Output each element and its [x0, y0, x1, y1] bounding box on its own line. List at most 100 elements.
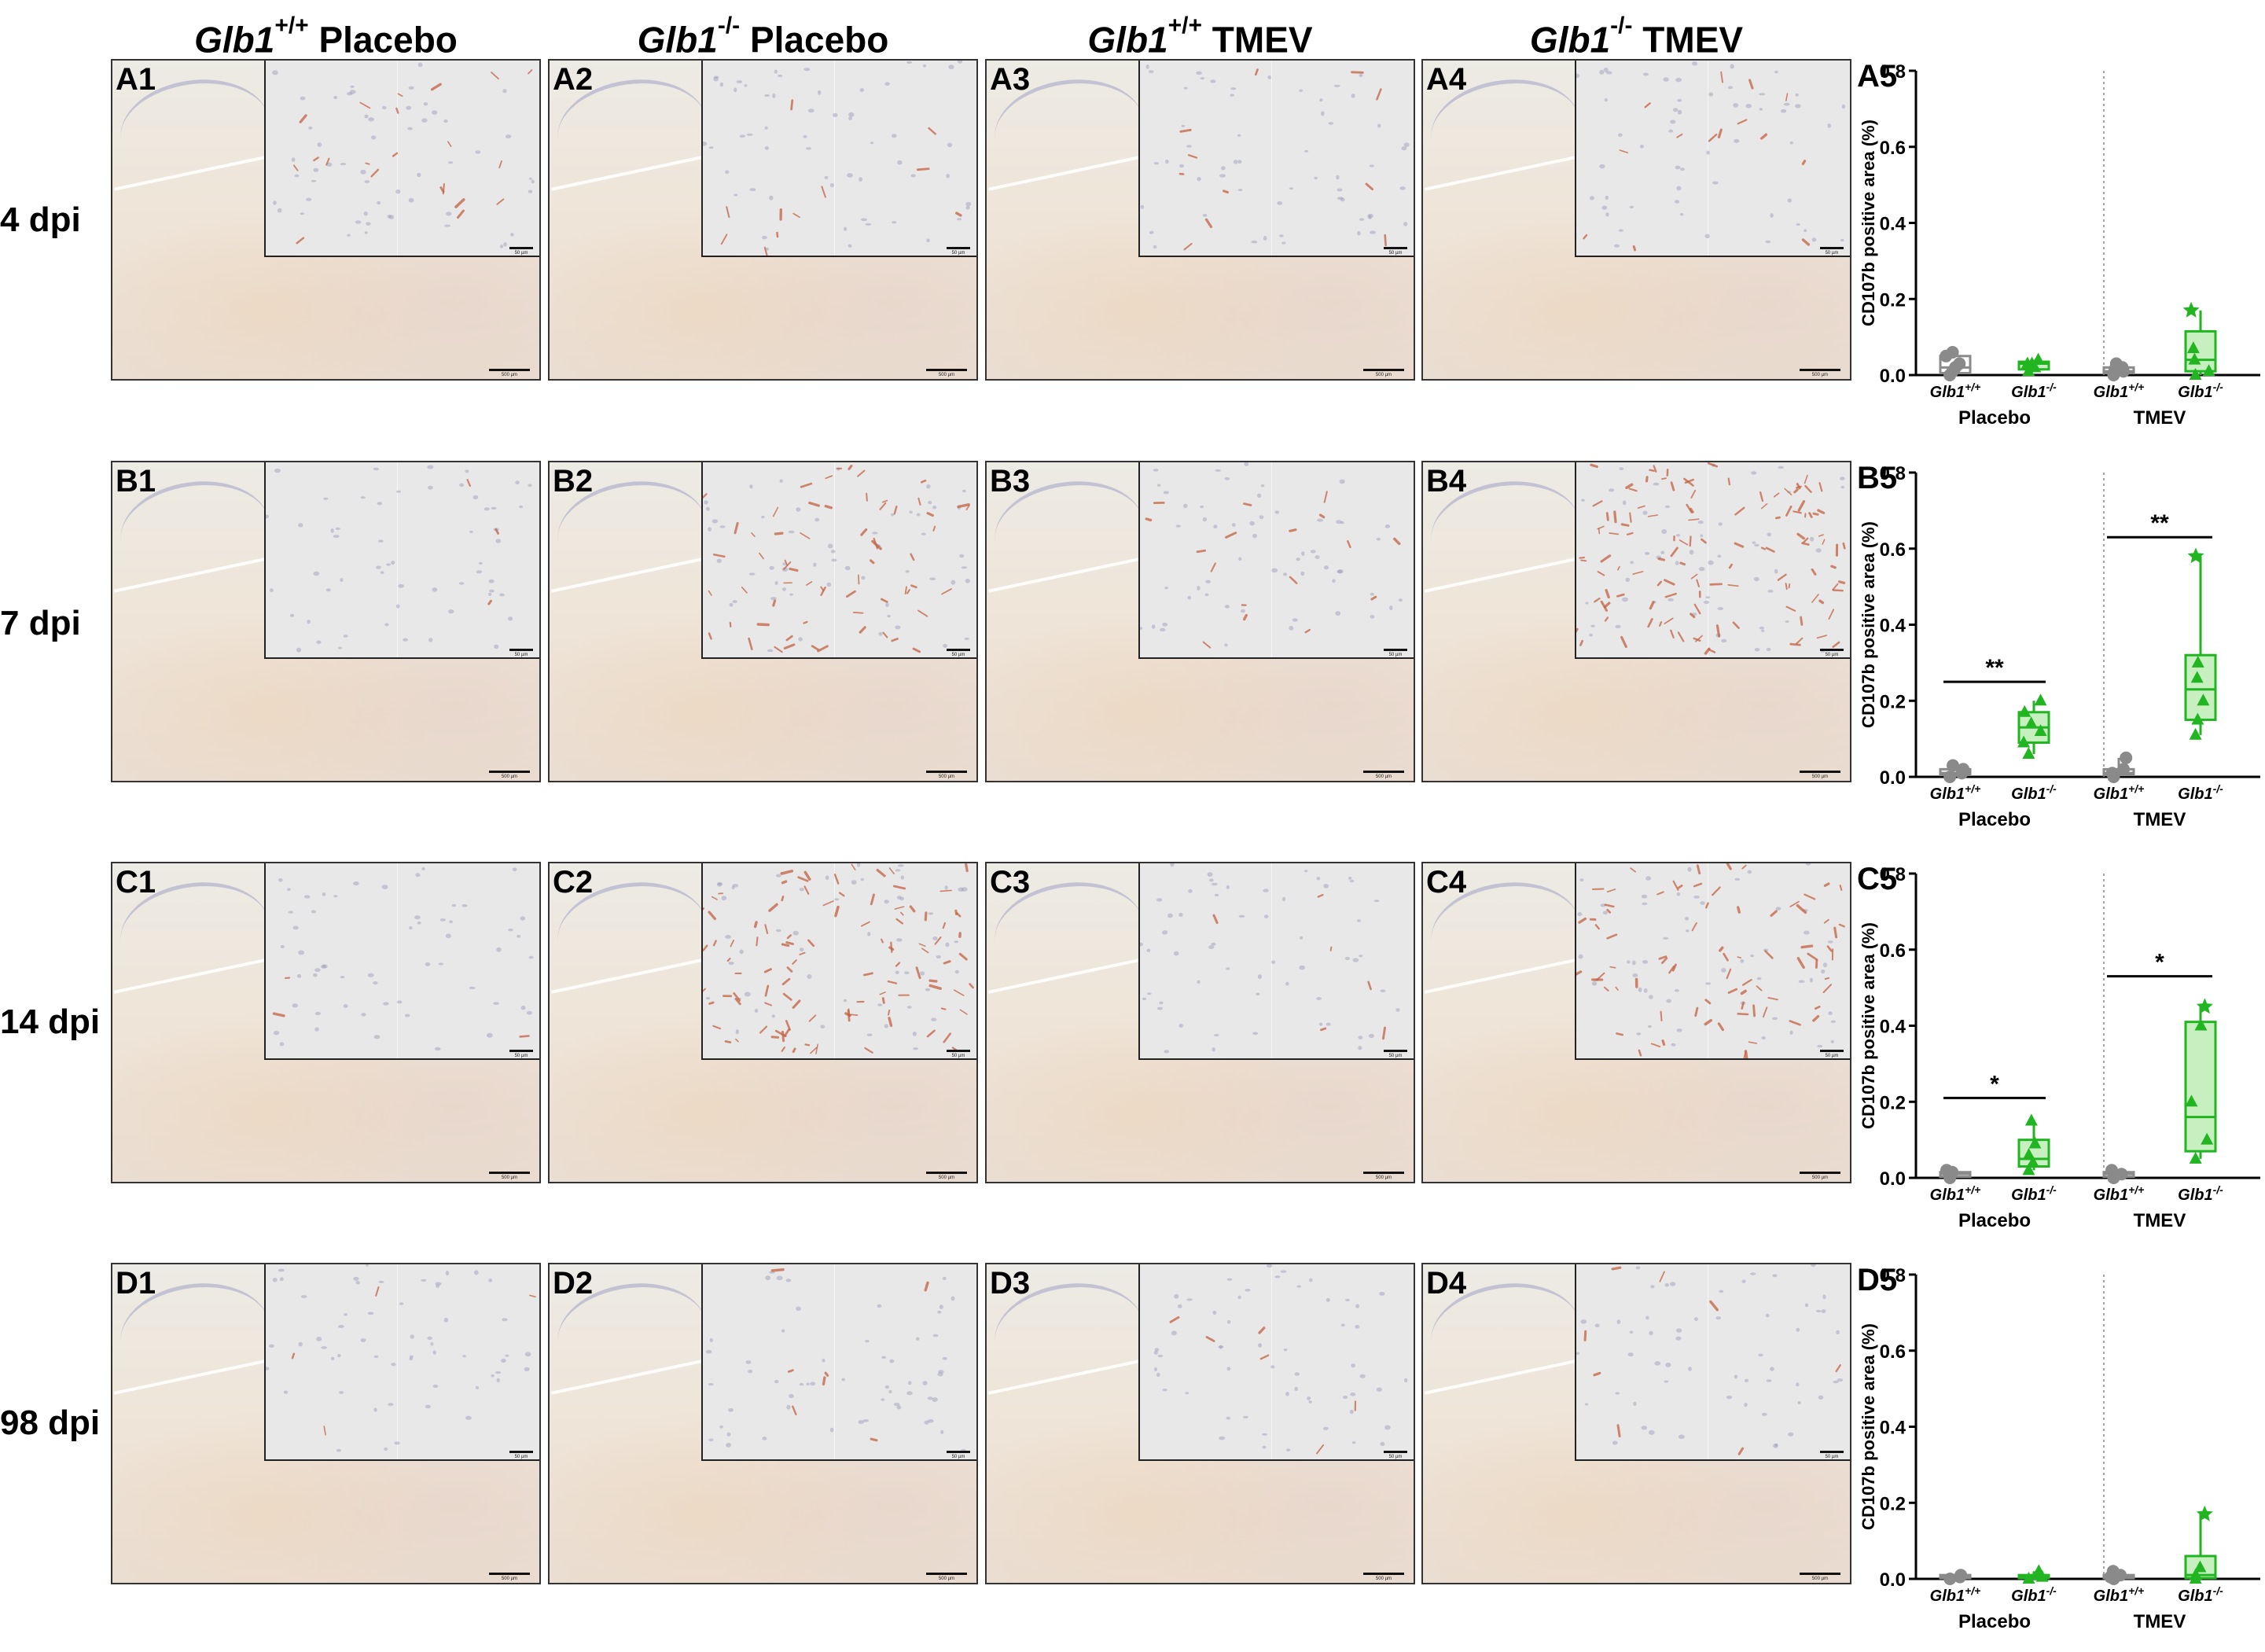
- nucleus: [270, 588, 274, 592]
- nucleus: [1745, 104, 1752, 109]
- nucleus: [1630, 206, 1634, 208]
- nucleus: [297, 974, 301, 978]
- nucleus: [1167, 914, 1173, 918]
- box-wildtype-tmev: [2104, 1164, 2134, 1184]
- inset-scale-label: 50 µm: [509, 1455, 533, 1459]
- nucleus: [1385, 524, 1390, 528]
- x-tick-label: Glb1-/-: [2011, 782, 2057, 803]
- nucleus: [1212, 1047, 1215, 1051]
- nucleus: [1581, 499, 1585, 502]
- overview-scale-label: 500 µm: [1363, 1577, 1404, 1581]
- nucleus: [449, 920, 453, 923]
- nucleus: [1796, 94, 1799, 97]
- nucleus: [374, 1035, 381, 1039]
- nucleus: [333, 96, 337, 99]
- cd107b-positive-cell: [782, 896, 783, 900]
- nucleus: [1640, 145, 1644, 149]
- nucleus: [465, 469, 469, 473]
- nucleus: [1666, 999, 1671, 1003]
- cd107b-positive-cell: [1808, 954, 1817, 959]
- nucleus: [459, 582, 464, 584]
- nucleus: [1203, 517, 1207, 521]
- nucleus: [1237, 160, 1241, 164]
- nucleus: [421, 1279, 426, 1282]
- nucleus: [704, 500, 708, 504]
- cd107b-positive-cell: [847, 591, 855, 597]
- group-label: TMEV: [2134, 1611, 2186, 1632]
- nucleus: [301, 1295, 307, 1298]
- nucleus: [1605, 98, 1608, 101]
- nucleus: [1289, 626, 1293, 631]
- inset-scale-bar: 50 µm: [947, 649, 970, 651]
- nucleus: [1754, 577, 1759, 581]
- panel-label: C3: [990, 865, 1030, 900]
- nucleus: [487, 1033, 493, 1038]
- nucleus: [1149, 231, 1154, 234]
- cd107b-positive-cell: [1815, 1006, 1819, 1008]
- cd107b-positive-cell: [1786, 506, 1791, 515]
- cd107b-positive-cell: [1799, 502, 1804, 510]
- nucleus: [424, 102, 428, 105]
- nucleus: [1384, 1426, 1391, 1430]
- nucleus: [459, 484, 464, 488]
- nucleus: [396, 604, 400, 608]
- nucleus: [897, 160, 902, 165]
- nucleus: [397, 1000, 403, 1003]
- nucleus: [488, 1279, 492, 1282]
- nucleus: [1676, 534, 1680, 536]
- nucleus: [1227, 1367, 1231, 1371]
- cd107b-positive-cell: [432, 84, 441, 90]
- nucleus: [1377, 538, 1381, 541]
- cd107b-positive-cell: [1820, 483, 1822, 491]
- cd107b-positive-cell: [1719, 130, 1721, 137]
- cd107b-positive-cell: [788, 936, 791, 938]
- cd107b-positive-cell: [360, 103, 370, 109]
- nucleus: [1708, 561, 1713, 565]
- column-header-4: Glb1-/- TMEV: [1421, 5, 1851, 60]
- nucleus: [1142, 998, 1146, 1000]
- magnified-inset: 50 µm: [1575, 462, 1850, 659]
- inset-scale-label: 50 µm: [947, 1455, 970, 1459]
- box-knockout-placebo: [2019, 353, 2049, 377]
- nucleus: [1197, 177, 1201, 181]
- nucleus: [1241, 609, 1245, 613]
- nucleus: [321, 965, 326, 969]
- nucleus: [1795, 104, 1800, 108]
- cd107b-positive-cell: [1787, 607, 1796, 611]
- nucleus: [1665, 506, 1670, 508]
- nucleus: [1264, 914, 1269, 918]
- cd107b-positive-cell: [1671, 631, 1674, 638]
- overview-scale-label: 500 µm: [489, 1577, 530, 1581]
- nucleus: [1667, 598, 1673, 602]
- nucleus: [1314, 177, 1317, 179]
- cd107b-positive-cell: [918, 499, 920, 505]
- nucleus: [767, 649, 774, 653]
- cd107b-positive-cell: [910, 907, 914, 911]
- cd107b-positive-cell: [1322, 1028, 1326, 1030]
- cd107b-positive-cell: [1652, 1043, 1660, 1047]
- group-label: Placebo: [1958, 407, 2031, 429]
- cd107b-positive-cell: [372, 170, 378, 177]
- nucleus: [1633, 1402, 1636, 1406]
- nucleus: [1592, 981, 1597, 986]
- nucleus: [762, 1437, 767, 1440]
- nucleus: [391, 1363, 395, 1366]
- nucleus: [1605, 196, 1609, 200]
- nucleus: [1817, 1045, 1822, 1047]
- overview-scale-label: 500 µm: [1800, 1577, 1840, 1581]
- nucleus: [273, 201, 277, 204]
- cd107b-positive-cell: [1372, 597, 1376, 599]
- nucleus: [1345, 957, 1350, 960]
- nucleus: [1154, 1367, 1157, 1371]
- nucleus: [405, 1014, 410, 1017]
- nucleus: [1309, 1400, 1312, 1403]
- nucleus: [803, 135, 807, 138]
- nucleus: [1271, 568, 1278, 573]
- group-label: Placebo: [1958, 1611, 2031, 1632]
- nucleus: [907, 1006, 912, 1009]
- cd107b-positive-cell: [921, 480, 925, 482]
- nucleus: [364, 212, 368, 216]
